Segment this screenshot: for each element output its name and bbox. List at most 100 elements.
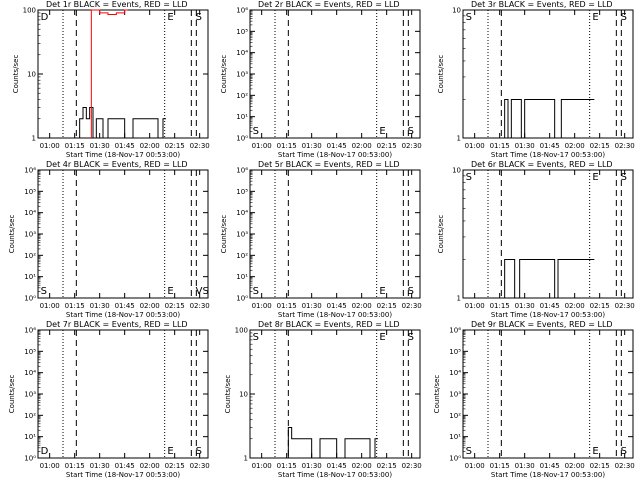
y-tick-label: 10⁶	[24, 327, 36, 335]
x-axis-label: Start Time (18-Nov-17 00:53:00)	[278, 311, 392, 319]
x-tick-label: 01:00	[252, 462, 272, 470]
event-marker-letter: VS	[196, 286, 209, 297]
x-tick-label: 01:45	[540, 302, 560, 310]
x-tick-label: 01:00	[40, 462, 60, 470]
x-tick-label: 01:45	[327, 462, 347, 470]
series-line-2	[90, 9, 128, 138]
y-tick-label: 10⁴	[24, 209, 36, 217]
y-tick-label: 10⁴	[236, 49, 248, 57]
y-tick-label: 10²	[449, 412, 461, 420]
event-marker-letter: D	[41, 446, 49, 457]
chart-title: Det 6r BLACK = Events, RED = LLD	[471, 160, 613, 169]
y-tick-label: 1	[244, 455, 248, 463]
x-axis-label: Start Time (18-Nov-17 00:53:00)	[491, 311, 605, 319]
x-tick-label: 02:00	[352, 142, 372, 150]
y-tick-label: 10⁵	[449, 348, 461, 356]
x-tick-label: 01:30	[515, 462, 535, 470]
x-tick-label: 02:30	[615, 302, 635, 310]
x-axis-label: Start Time (18-Nov-17 00:53:00)	[491, 471, 605, 479]
chart-panel-6: Det 6r BLACK = Events, RED = LLD 1 10 01:00…	[437, 160, 635, 319]
event-marker-letter: S	[41, 286, 47, 297]
x-tick-label: 01:30	[302, 142, 322, 150]
x-tick-label: 01:15	[65, 142, 85, 150]
x-tick-label: 02:00	[565, 302, 585, 310]
y-tick-label: 10¹	[24, 273, 36, 281]
y-tick-label: 10⁵	[236, 188, 248, 196]
y-tick-label: 10¹	[236, 113, 248, 121]
event-marker-letter: E	[592, 12, 598, 23]
chart-title: Det 3r BLACK = Events, RED = LLD	[471, 0, 613, 9]
plot-frame	[462, 9, 634, 139]
x-tick-label: 02:15	[377, 142, 397, 150]
x-tick-label: 01:30	[515, 142, 535, 150]
y-tick-label: 10³	[236, 71, 248, 79]
y-tick-label: 1	[32, 135, 36, 143]
event-marker-letter: S	[253, 332, 259, 343]
event-marker-letter: E	[592, 172, 598, 183]
chart-panel-2: Det 2r BLACK = Events, RED = LLD 10⁰ 10¹ 10…	[220, 0, 422, 159]
x-tick-label: 02:15	[165, 142, 185, 150]
x-tick-label: 01:15	[65, 462, 85, 470]
x-axis-label: Start Time (18-Nov-17 00:53:00)	[278, 471, 392, 479]
x-tick-label: 02:15	[165, 302, 185, 310]
event-marker-letter: E	[167, 286, 173, 297]
chart-panel-9: Det 9r BLACK = Events, RED = LLD 10⁰ 10¹ 10…	[433, 320, 635, 479]
x-tick-label: 01:00	[465, 142, 485, 150]
y-tick-label: 10	[452, 7, 461, 15]
y-axis-label: Counts/sec	[437, 215, 445, 254]
x-tick-label: 01:45	[327, 302, 347, 310]
chart-title: Det 5r BLACK = Events, RED = LLD	[258, 160, 400, 169]
chart-panel-5: Det 5r BLACK = Events, RED = LLD 10⁰ 10¹ 10…	[220, 160, 422, 319]
chart-title: Det 2r BLACK = Events, RED = LLD	[258, 0, 400, 9]
x-tick-label: 01:45	[115, 462, 135, 470]
event-marker-letter: S	[621, 172, 627, 183]
x-tick-label: 01:30	[90, 302, 110, 310]
chart-panel-7: Det 7r BLACK = Events, RED = LLD 10⁰ 10¹ 10…	[8, 320, 210, 479]
x-tick-label: 02:15	[377, 302, 397, 310]
event-marker-letter: D	[41, 12, 49, 23]
x-tick-label: 01:45	[540, 142, 560, 150]
y-tick-label: 10	[452, 167, 461, 175]
x-tick-label: 02:00	[140, 302, 160, 310]
x-tick-label: 02:00	[565, 142, 585, 150]
event-marker-letter: S	[253, 286, 259, 297]
y-tick-label: 10³	[236, 231, 248, 239]
y-tick-label: 10⁴	[236, 209, 248, 217]
x-tick-label: 02:30	[402, 462, 422, 470]
x-tick-label: 01:15	[277, 142, 297, 150]
x-axis-label: Start Time (18-Nov-17 00:53:00)	[278, 151, 392, 159]
series-line-1	[504, 258, 595, 299]
y-tick-label: 10⁵	[24, 188, 36, 196]
event-marker-letter: E	[379, 286, 385, 297]
y-tick-label: 100	[23, 7, 36, 15]
x-axis-label: Start Time (18-Nov-17 00:53:00)	[66, 151, 180, 159]
chart-panel-4: Det 4r BLACK = Events, RED = LLD 10⁰ 10¹ 10…	[8, 160, 210, 319]
y-tick-label: 10⁶	[236, 167, 248, 175]
y-tick-label: 10⁰	[24, 295, 36, 303]
series-line-1	[287, 426, 378, 459]
event-marker-letter: E	[379, 126, 385, 137]
y-axis-label: Counts/sec	[224, 375, 232, 414]
x-tick-label: 01:00	[252, 302, 272, 310]
y-tick-label: 10⁴	[449, 369, 461, 377]
x-tick-label: 01:30	[90, 142, 110, 150]
x-tick-label: 01:15	[277, 462, 297, 470]
chart-panel-1: Det 1r BLACK = Events, RED = LLD 1 10 100 01…	[12, 0, 210, 159]
y-tick-label: 10¹	[236, 273, 248, 281]
y-tick-label: 10⁰	[236, 135, 248, 143]
x-tick-label: 02:30	[190, 462, 210, 470]
y-tick-label: 10	[239, 391, 248, 399]
y-tick-label: 10⁴	[24, 369, 36, 377]
y-tick-label: 10⁰	[449, 455, 461, 463]
x-tick-label: 01:15	[277, 302, 297, 310]
event-marker-letter: E	[379, 332, 385, 343]
x-tick-label: 01:30	[515, 302, 535, 310]
x-tick-label: 01:45	[327, 142, 347, 150]
y-axis-label: Counts/sec	[8, 375, 16, 414]
x-tick-label: 01:45	[115, 302, 135, 310]
y-axis-label: Counts/sec	[220, 215, 228, 254]
y-axis-label: Counts/sec	[220, 55, 228, 94]
y-tick-label: 10⁶	[236, 7, 248, 15]
x-tick-label: 02:00	[352, 302, 372, 310]
